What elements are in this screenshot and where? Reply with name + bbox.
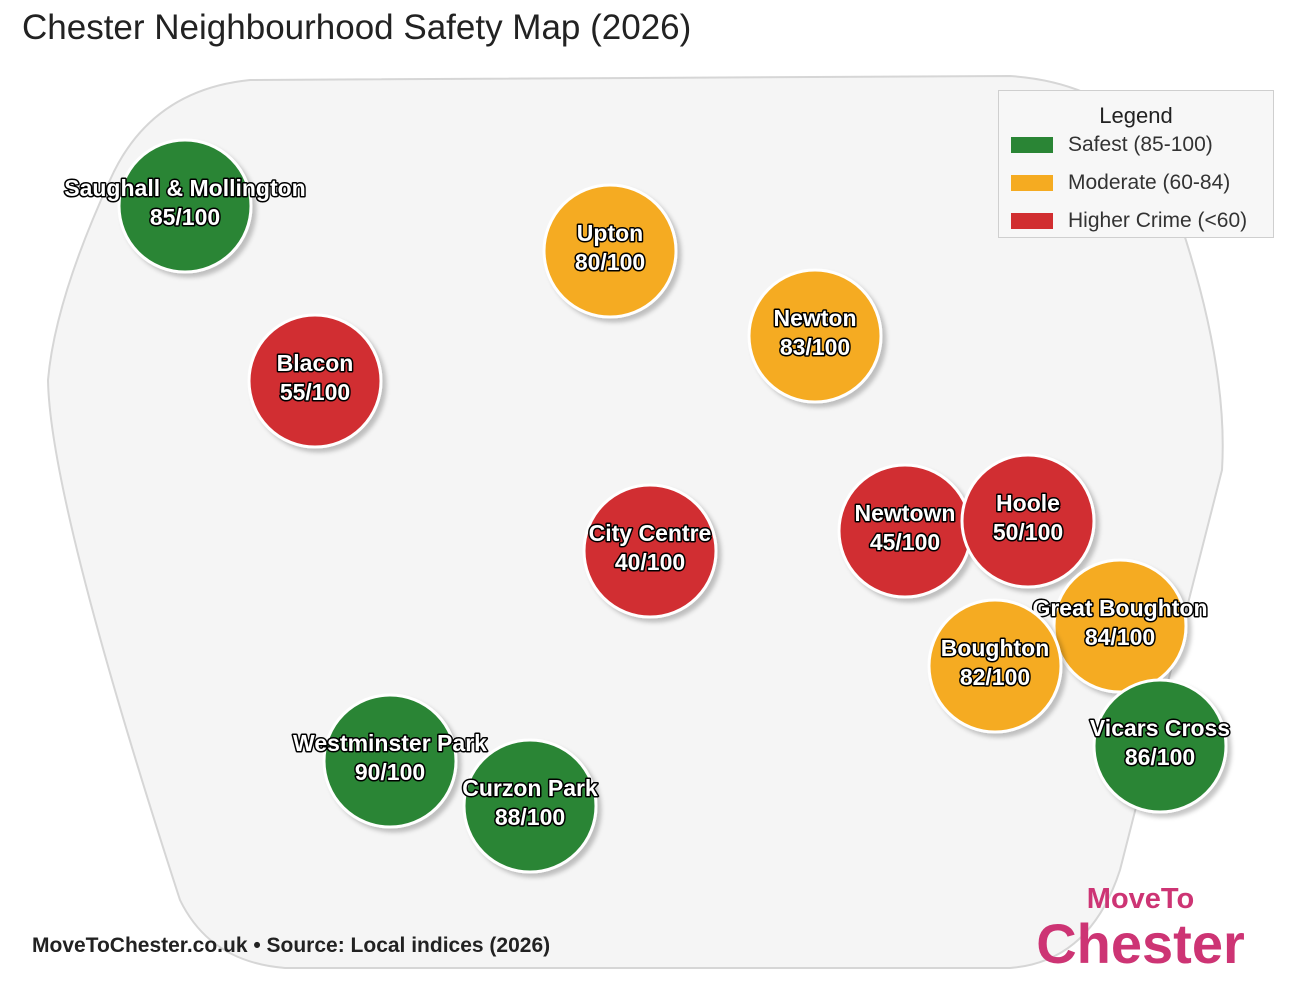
marker-name-hoole: Hoole xyxy=(996,490,1060,516)
legend-label-safest: Safest (85-100) xyxy=(1068,133,1213,156)
marker-name-blacon: Blacon xyxy=(277,350,354,376)
neighbourhood-great-boughton: Great Boughton 84/100 xyxy=(1031,558,1209,694)
marker-circle-curzon-park xyxy=(462,738,598,874)
neighbourhood-curzon-park: Curzon Park 88/100 xyxy=(461,738,599,874)
neighbourhood-upton: Upton 80/100 xyxy=(542,183,678,319)
marker-name-curzon-park: Curzon Park xyxy=(462,775,598,801)
marker-circle-saughall-and-mollington xyxy=(117,138,253,274)
neighbourhood-markers: Saughall & Mollington 85/100 Upton 80/100 Ne… xyxy=(63,138,1232,874)
marker-circle-blacon xyxy=(247,313,383,449)
marker-score-great-boughton: 84/100 xyxy=(1085,624,1155,650)
legend-item-higher-crime: Higher Crime (<60) xyxy=(1011,209,1247,233)
marker-score-boughton: 82/100 xyxy=(960,664,1030,690)
neighbourhood-newton: Newton 83/100 xyxy=(747,268,883,404)
legend-title: Legend xyxy=(1099,103,1173,128)
marker-name-westminster-park: Westminster Park xyxy=(293,730,487,756)
neighbourhood-blacon: Blacon 55/100 xyxy=(247,313,383,449)
legend-swatch-moderate xyxy=(1011,175,1053,191)
marker-score-newton: 83/100 xyxy=(780,334,850,360)
marker-score-curzon-park: 88/100 xyxy=(495,804,565,830)
neighbourhood-boughton: Boughton 82/100 xyxy=(927,598,1063,734)
marker-score-vicars-cross: 86/100 xyxy=(1125,744,1195,770)
marker-name-newtown: Newtown xyxy=(855,500,956,526)
map-title: Chester Neighbourhood Safety Map (2026) xyxy=(22,8,692,47)
marker-circle-boughton xyxy=(927,598,1063,734)
marker-circle-city-centre xyxy=(582,483,718,619)
marker-name-saughall-and-mollington: Saughall & Mollington xyxy=(64,175,305,201)
marker-circle-hoole xyxy=(960,453,1096,589)
marker-score-upton: 80/100 xyxy=(575,249,645,275)
marker-name-upton: Upton xyxy=(577,220,643,246)
legend: Legend Safest (85-100) Moderate (60-84) … xyxy=(998,90,1274,238)
marker-score-blacon: 55/100 xyxy=(280,379,350,405)
marker-score-city-centre: 40/100 xyxy=(615,549,685,575)
marker-circle-vicars-cross xyxy=(1092,678,1228,814)
marker-name-great-boughton: Great Boughton xyxy=(1032,595,1207,621)
legend-label-higher-crime: Higher Crime (<60) xyxy=(1068,209,1248,232)
legend-swatch-higher-crime xyxy=(1011,213,1053,229)
marker-score-westminster-park: 90/100 xyxy=(355,759,425,785)
legend-item-moderate: Moderate (60-84) xyxy=(1011,171,1230,195)
brand-logo-line1: MoveTo xyxy=(1086,883,1195,915)
brand-logo-line2: Chester xyxy=(1036,912,1245,975)
brand-logo: MoveTo Chester xyxy=(1028,882,1253,972)
marker-score-saughall-and-mollington: 85/100 xyxy=(150,204,220,230)
marker-name-newton: Newton xyxy=(773,305,856,331)
neighbourhood-saughall-and-mollington: Saughall & Mollington 85/100 xyxy=(63,138,307,274)
neighbourhood-hoole: Hoole 50/100 xyxy=(960,453,1096,589)
marker-name-boughton: Boughton xyxy=(941,635,1050,661)
legend-swatch-safest xyxy=(1011,137,1053,153)
legend-item-safest: Safest (85-100) xyxy=(1011,133,1213,157)
neighbourhood-westminster-park: Westminster Park 90/100 xyxy=(292,693,489,829)
marker-name-vicars-cross: Vicars Cross xyxy=(1090,715,1230,741)
marker-circle-upton xyxy=(542,183,678,319)
neighbourhood-city-centre: City Centre 40/100 xyxy=(582,483,718,619)
neighbourhood-vicars-cross: Vicars Cross 86/100 xyxy=(1088,678,1232,814)
legend-label-moderate: Moderate (60-84) xyxy=(1068,171,1231,194)
marker-name-city-centre: City Centre xyxy=(589,520,712,546)
marker-score-hoole: 50/100 xyxy=(993,519,1063,545)
marker-circle-newton xyxy=(747,268,883,404)
marker-circle-westminster-park xyxy=(322,693,458,829)
marker-score-newtown: 45/100 xyxy=(870,529,940,555)
neighbourhood-newtown: Newtown 45/100 xyxy=(837,463,973,599)
footer-source: MoveToChester.co.uk • Source: Local indi… xyxy=(32,934,551,957)
